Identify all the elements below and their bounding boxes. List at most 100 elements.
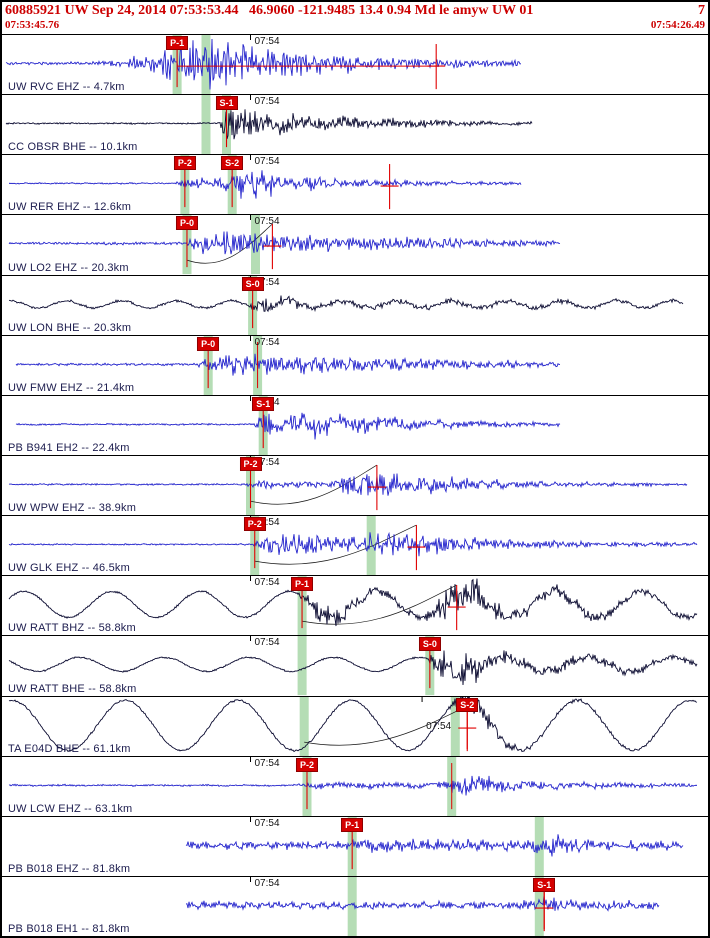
phase-window-band: [201, 35, 211, 95]
waveform-plot: [8, 455, 688, 516]
waveform-plot: [8, 516, 698, 576]
station-label: TA E04D BHE -- 61.1km: [8, 742, 131, 755]
association-curve: [302, 584, 457, 625]
station-label: UW GLK EHZ -- 46.5km: [8, 562, 130, 575]
seismogram-trace: [8, 775, 698, 796]
event-summary-text: 60885921 UW Sep 24, 2014 07:53:53.44 46.…: [5, 2, 534, 18]
station-label: UW RVC EHZ -- 4.7km: [8, 81, 125, 94]
phase-pick-label[interactable]: S-2: [221, 156, 244, 171]
phase-pick-label[interactable]: P-1: [341, 817, 364, 832]
waveform-plot: [15, 395, 561, 455]
phase-window-band: [201, 95, 211, 155]
minute-tick-label: 07:54: [254, 757, 280, 769]
trace-panels: 07:54 P-1 UW RVC EHZ -- 4.7km 07:54 S-1 CC OB…: [2, 34, 708, 936]
phase-pick-label[interactable]: P-0: [197, 336, 220, 351]
phase-pick-label[interactable]: S-2: [456, 697, 479, 712]
station-label: CC OBSR BHE -- 10.1km: [8, 141, 138, 154]
minute-tick-label: 07:54: [254, 577, 280, 589]
minute-tick-label: 07:54: [426, 720, 452, 732]
waveform-plot: [8, 155, 522, 215]
station-label: PB B018 EHZ -- 81.8km: [8, 862, 131, 875]
trace-panel-5[interactable]: 07:54 S-0 UW LON BHE -- 20.3km: [2, 274, 708, 335]
minute-tick-label: 07:54: [254, 36, 280, 47]
phase-window-band: [299, 696, 309, 756]
station-label: UW FMW EHZ -- 21.4km: [8, 381, 135, 394]
trace-panel-9[interactable]: 07:54 P-2 UW GLK EHZ -- 46.5km: [2, 515, 708, 576]
waveform-plot: [8, 756, 698, 816]
phase-window-band: [347, 876, 357, 936]
minute-tick-label: 07:54: [254, 96, 280, 108]
trace-panel-11[interactable]: 07:54 S-0 UW RATT BHE -- 58.8km: [2, 635, 708, 696]
phase-window-band: [534, 816, 544, 876]
minute-tick-label: 07:54: [254, 276, 280, 288]
waveform-plot: [5, 95, 533, 155]
trace-panel-14[interactable]: 07:54 P-1 PB B018 EHZ -- 81.8km: [2, 815, 708, 876]
phase-window-band: [297, 636, 307, 696]
seismogram-trace: [8, 650, 698, 686]
phase-pick-label[interactable]: P-2: [243, 517, 266, 532]
station-label: UW LO2 EHZ -- 20.3km: [8, 261, 129, 274]
station-label: UW LON BHE -- 20.3km: [8, 321, 132, 334]
window-end-time: 07:54:26.49: [650, 19, 705, 31]
event-header: 60885921 UW Sep 24, 2014 07:53:53.44 46.…: [2, 2, 708, 19]
seismogram-trace: [8, 295, 684, 312]
waveform-plot: [8, 636, 698, 696]
minute-tick-label: 07:54: [254, 156, 280, 168]
phase-pick-label[interactable]: P-2: [173, 156, 196, 171]
trace-panel-12[interactable]: 07:54 S-2 TA E04D BHE -- 61.1km: [2, 695, 708, 756]
trace-panel-4[interactable]: 07:54 P-0 UW LO2 EHZ -- 20.3km: [2, 214, 708, 275]
phase-window-band: [251, 215, 260, 275]
phase-pick-label[interactable]: P-0: [175, 216, 198, 231]
phase-pick-label[interactable]: S-0: [418, 637, 441, 652]
phase-pick-label[interactable]: P-1: [291, 577, 314, 592]
page-indicator: 7: [698, 2, 705, 18]
trace-panel-15[interactable]: 07:54 S-1 PB B018 EH1 -- 81.8km: [2, 875, 708, 936]
minute-tick-label: 07:54: [254, 817, 280, 829]
time-window-header: 07:53:45.76 07:54:26.49: [2, 19, 708, 34]
station-label: PB B941 EH2 -- 22.4km: [8, 441, 130, 454]
association-curve: [254, 524, 417, 565]
minute-tick-label: 07:54: [254, 517, 280, 529]
trace-panel-1[interactable]: 07:54 P-1 UW RVC EHZ -- 4.7km: [2, 34, 708, 95]
seismogram-trace: [8, 578, 698, 627]
association-curve: [186, 224, 273, 265]
station-label: UW WPW EHZ -- 38.9km: [8, 502, 137, 515]
trace-panel-13[interactable]: 07:54 P-2 UW LCW EHZ -- 63.1km: [2, 755, 708, 816]
phase-pick-label[interactable]: S-0: [241, 276, 264, 291]
seismogram-trace: [8, 170, 522, 200]
seismogram-trace: [5, 109, 533, 140]
seismogram-trace: [8, 531, 698, 557]
minute-tick-label: 07:54: [254, 336, 280, 348]
waveform-plot: [8, 215, 561, 275]
trace-panel-3[interactable]: 07:54 P-2 S-2 UW RER EHZ -- 12.6km: [2, 154, 708, 215]
station-label: UW RATT BHE -- 58.8km: [8, 682, 137, 695]
waveform-plot: [186, 876, 660, 936]
trace-panel-10[interactable]: 07:54 P-1 UW RATT BHZ -- 58.8km: [2, 575, 708, 636]
phase-pick-label[interactable]: S-1: [252, 396, 275, 411]
phase-pick-label[interactable]: P-2: [295, 757, 318, 772]
trace-panel-6[interactable]: 07:54 P-0 UW FMW EHZ -- 21.4km: [2, 334, 708, 395]
trace-panel-2[interactable]: 07:54 S-1 CC OBSR BHE -- 10.1km: [2, 94, 708, 155]
phase-pick-label[interactable]: S-1: [533, 877, 556, 892]
phase-pick-label[interactable]: S-1: [215, 96, 238, 111]
seismogram-trace: [8, 696, 698, 752]
phase-pick-label[interactable]: P-1: [166, 36, 189, 50]
station-label: PB B018 EH1 -- 81.8km: [8, 923, 130, 936]
seismogram-trace: [8, 231, 561, 255]
seismogram-trace: [5, 38, 522, 90]
station-label: UW RER EHZ -- 12.6km: [8, 201, 132, 214]
seismogram-trace: [8, 473, 688, 496]
station-label: UW RATT BHZ -- 58.8km: [8, 622, 136, 635]
waveform-plot: [8, 696, 698, 756]
minute-tick-label: 07:54: [254, 456, 280, 468]
waveform-plot: [15, 335, 561, 395]
phase-window-band: [534, 876, 544, 936]
association-curve: [250, 464, 378, 505]
trace-panel-7[interactable]: 07:54S-1PB B941 EH2 -- 22.4km: [2, 394, 708, 455]
trace-panel-8[interactable]: 07:54 P-2 UW WPW EHZ -- 38.9km: [2, 454, 708, 516]
minute-tick-label: 07:54: [254, 637, 280, 649]
seismogram-trace: [185, 834, 684, 857]
association-curve: [304, 705, 468, 746]
phase-pick-label[interactable]: P-2: [239, 456, 262, 471]
waveform-plot: [185, 816, 684, 876]
